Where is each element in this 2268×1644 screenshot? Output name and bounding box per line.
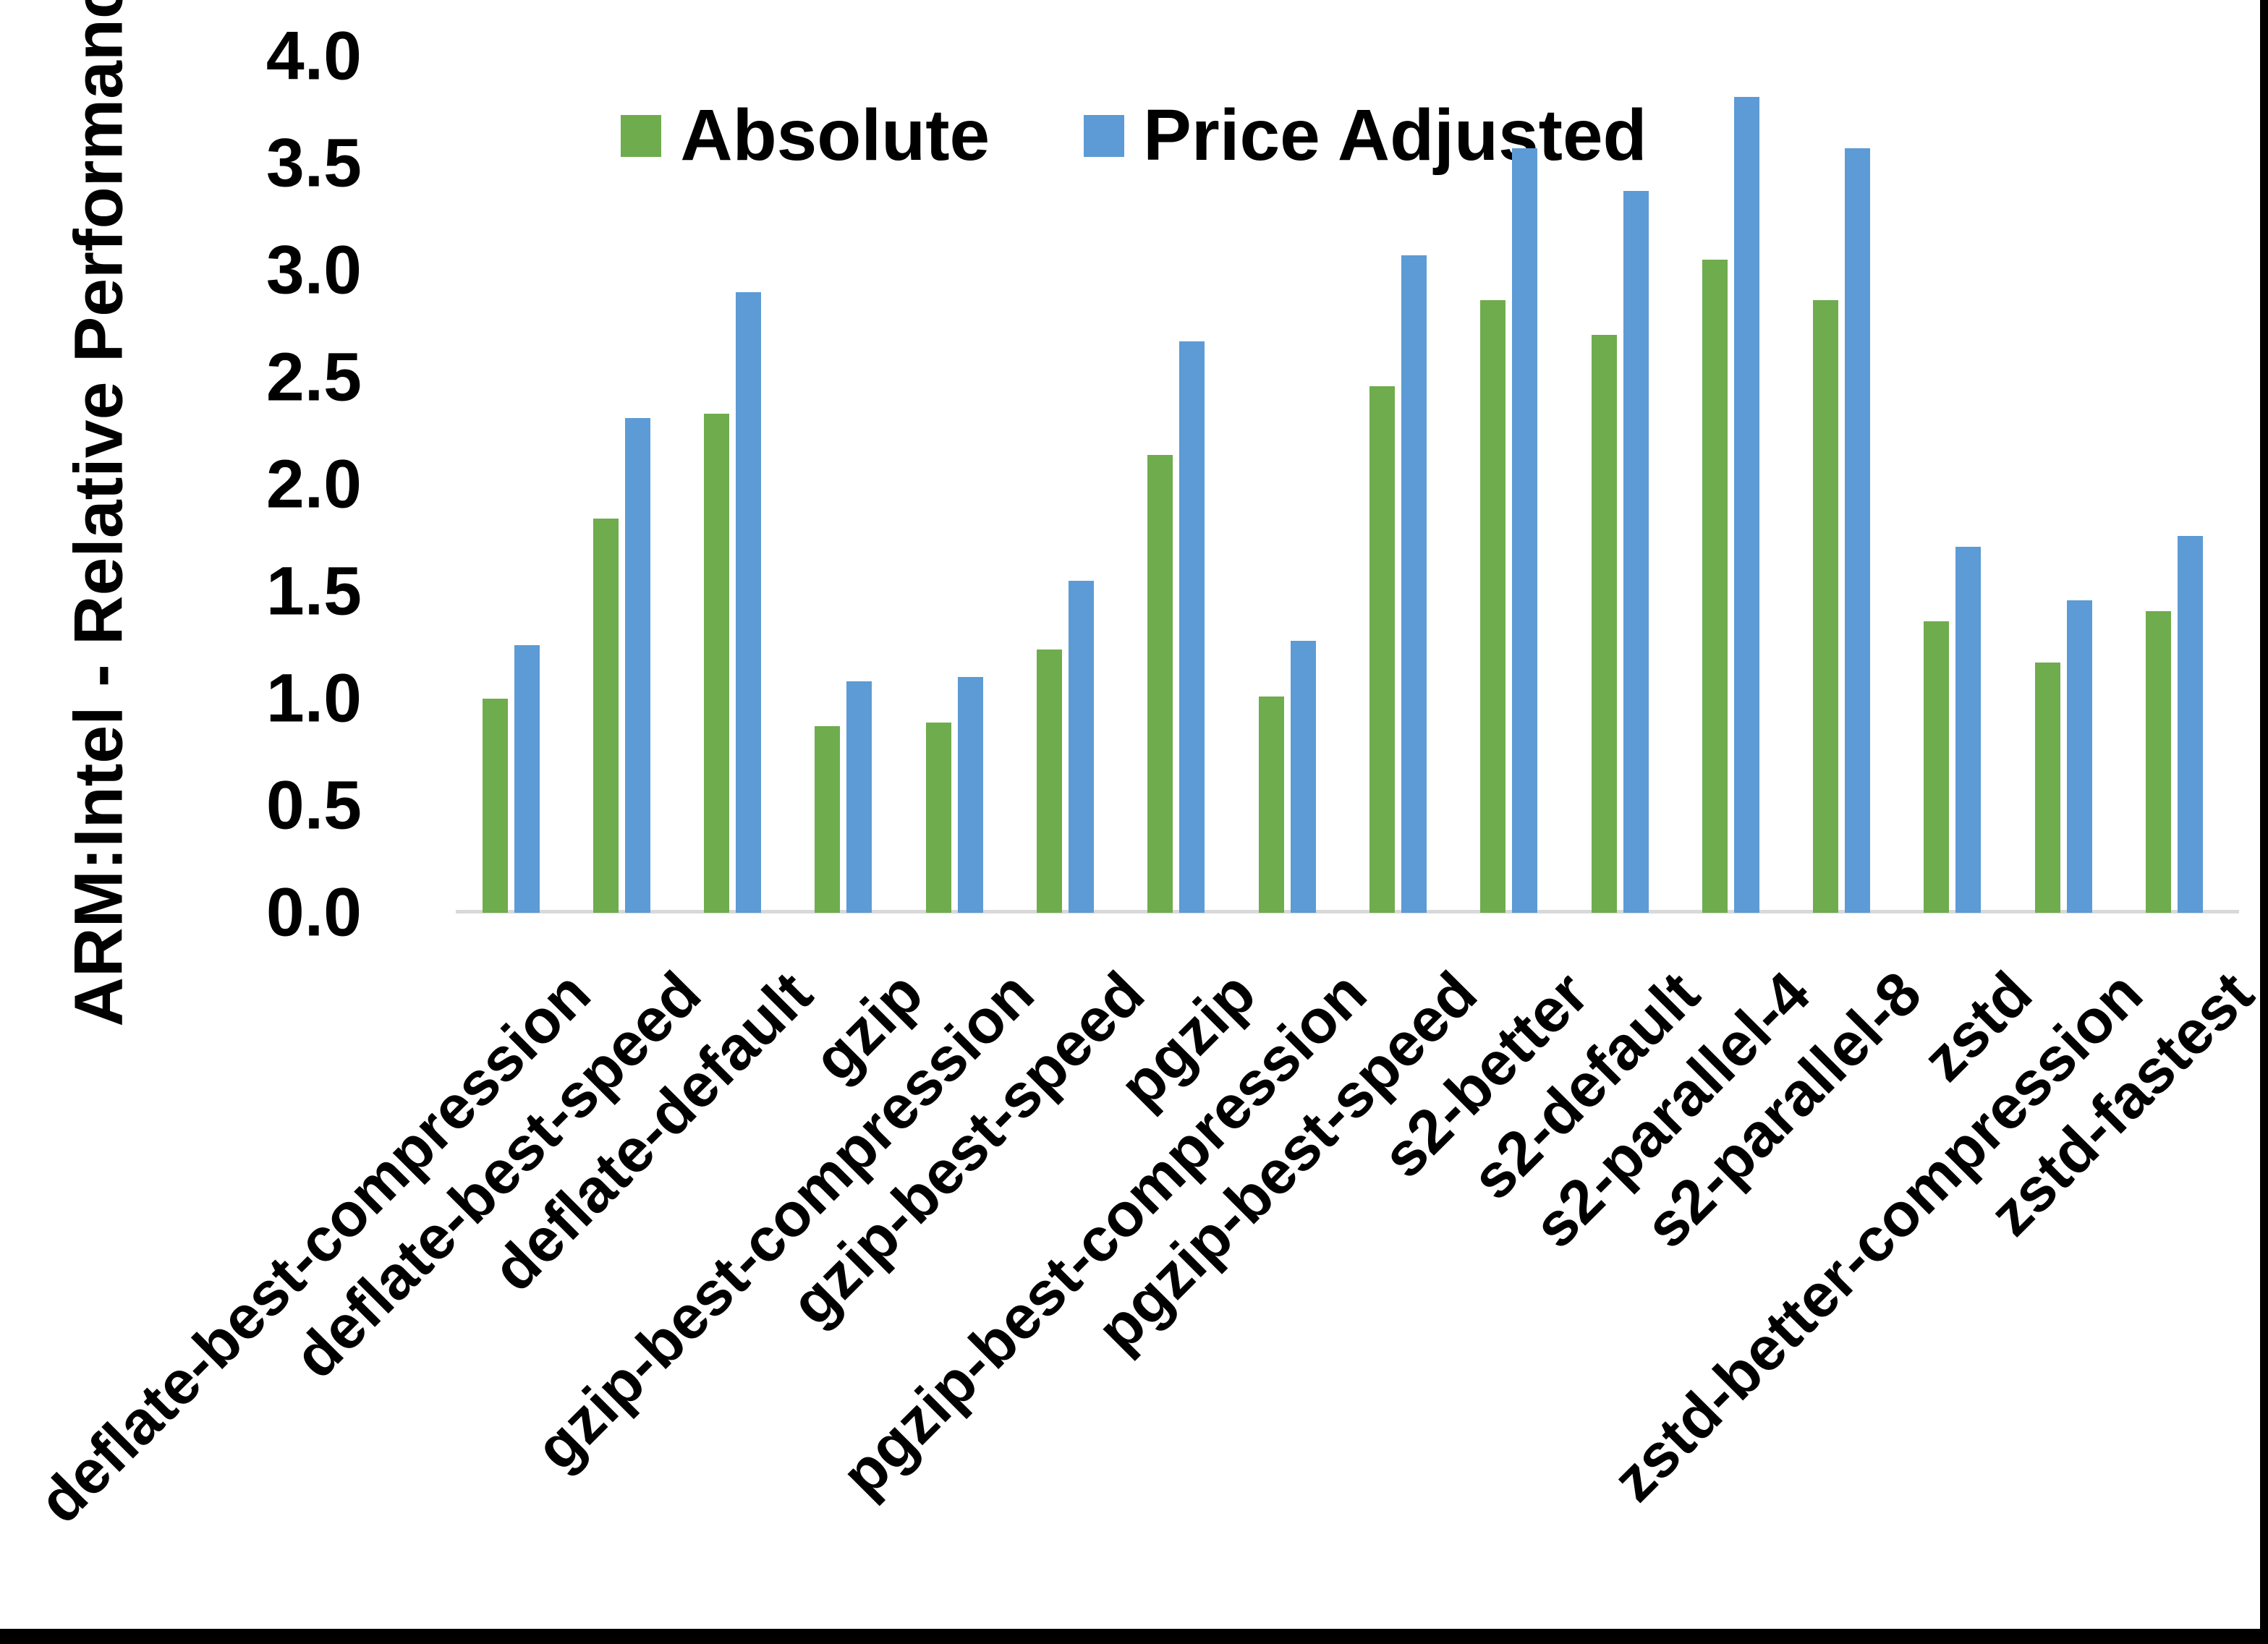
- legend-label-absolute: Absolute: [680, 95, 990, 176]
- x-axis-line: [456, 910, 2239, 913]
- y-tick-3.5: 3.5: [266, 124, 362, 202]
- bar-absolute-deflate-best-speed: [593, 519, 619, 913]
- legend-swatch-absolute: [621, 114, 662, 157]
- bar-absolute-s2-parallel-8: [1813, 300, 1839, 913]
- bar-price-adjusted-gzip-best-compression: [957, 677, 983, 913]
- y-tick-3.0: 3.0: [266, 231, 362, 309]
- legend-label-price-adjusted: Price Adjusted: [1143, 95, 1647, 176]
- window-border-right: [2260, 0, 2268, 1644]
- bar-absolute-gzip-best-speed: [1037, 649, 1062, 913]
- bar-price-adjusted-pgzip-best-compression: [1290, 641, 1316, 913]
- bar-absolute-pgzip-best-speed: [1369, 386, 1395, 913]
- bar-price-adjusted-pgzip-best-speed: [1401, 255, 1427, 913]
- bar-price-adjusted-s2-parallel-4: [1733, 97, 1759, 913]
- bar-price-adjusted-gzip: [846, 681, 872, 913]
- bar-price-adjusted-zstd-fastest: [2178, 536, 2203, 913]
- bar-absolute-zstd-fastest: [2146, 610, 2171, 913]
- bar-price-adjusted-deflate-best-speed: [624, 418, 650, 913]
- bar-absolute-pgzip-best-compression: [1258, 697, 1284, 913]
- legend: Absolute Price Adjusted: [0, 94, 2268, 177]
- bar-price-adjusted-s2-default: [1623, 191, 1649, 913]
- bar-absolute-pgzip: [1147, 454, 1173, 913]
- y-tick-0.5: 0.5: [266, 767, 362, 844]
- y-tick-2.5: 2.5: [266, 338, 362, 416]
- bar-absolute-gzip-best-compression: [925, 722, 951, 913]
- bar-price-adjusted-s2-better: [1512, 148, 1538, 913]
- bar-absolute-deflate-best-compression: [482, 699, 508, 913]
- legend-swatch-price-adjusted: [1084, 114, 1125, 157]
- bar-absolute-gzip: [815, 726, 841, 913]
- bar-absolute-s2-default: [1591, 334, 1617, 913]
- legend-item-absolute: Absolute: [621, 94, 990, 177]
- y-tick-1.0: 1.0: [266, 660, 362, 737]
- y-tick-0.0: 0.0: [266, 874, 362, 951]
- y-tick-2.0: 2.0: [266, 446, 362, 523]
- bar-absolute-s2-better: [1480, 300, 1506, 913]
- bar-price-adjusted-zstd-better-compression: [2066, 600, 2092, 913]
- bar-price-adjusted-deflate-best-compression: [514, 645, 540, 913]
- bar-absolute-zstd-better-compression: [2034, 662, 2060, 913]
- bar-absolute-s2-parallel-4: [1702, 260, 1728, 913]
- bar-price-adjusted-s2-parallel-8: [1845, 148, 1871, 913]
- bar-absolute-deflate-default: [704, 414, 730, 913]
- bar-absolute-zstd: [1924, 621, 1950, 913]
- legend-item-price-adjusted: Price Adjusted: [1084, 94, 1647, 177]
- bar-price-adjusted-pgzip: [1179, 341, 1205, 913]
- bar-price-adjusted-zstd: [1955, 546, 1982, 913]
- bar-price-adjusted-deflate-default: [736, 291, 762, 913]
- y-tick-1.5: 1.5: [266, 553, 362, 630]
- bar-price-adjusted-gzip-best-speed: [1069, 581, 1094, 913]
- y-tick-4.0: 4.0: [266, 17, 362, 95]
- window-border-bottom: [0, 1629, 2268, 1644]
